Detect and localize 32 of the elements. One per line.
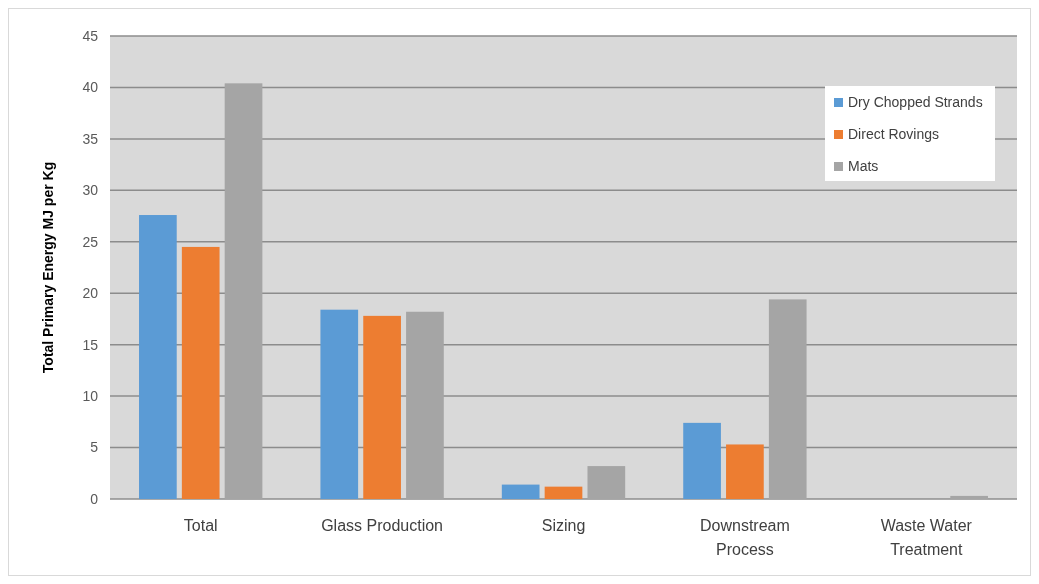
y-tick-label: 0: [90, 490, 99, 507]
bar: [726, 444, 764, 499]
x-tick-label: Total: [183, 517, 218, 534]
y-tick-label: 40: [82, 79, 99, 96]
y-tick-label: 20: [82, 285, 99, 302]
y-tick-label: 35: [82, 130, 99, 147]
bar: [406, 311, 444, 499]
y-tick-label: 10: [82, 388, 99, 405]
y-tick-label: 45: [82, 27, 99, 44]
y-tick-label: 30: [82, 182, 99, 199]
y-tick-label: 15: [82, 336, 99, 353]
bar: [363, 315, 401, 499]
legend-label: Mats: [848, 157, 879, 174]
bar: [768, 299, 807, 499]
legend-label: Direct Rovings: [848, 125, 940, 142]
y-tick-label: 25: [82, 233, 99, 250]
bar: [950, 495, 988, 499]
bar: [181, 246, 220, 499]
x-tick-label: Downstream Process: [699, 517, 790, 558]
y-tick-label: 5: [90, 439, 99, 456]
bar: [320, 309, 359, 499]
bar: [544, 486, 583, 499]
bar: [139, 215, 177, 499]
legend-label: Dry Chopped Strands: [848, 93, 983, 110]
x-tick-label: Glass Production: [321, 517, 444, 534]
bar: [501, 484, 540, 499]
y-axis-title: Total Primary Energy MJ per Kg: [40, 161, 56, 374]
x-tick-label: Waste Water Treatment: [880, 517, 973, 558]
bar: [224, 83, 263, 499]
x-tick-label: Sizing: [541, 517, 586, 534]
bar: [683, 422, 721, 499]
bar: [587, 466, 626, 499]
